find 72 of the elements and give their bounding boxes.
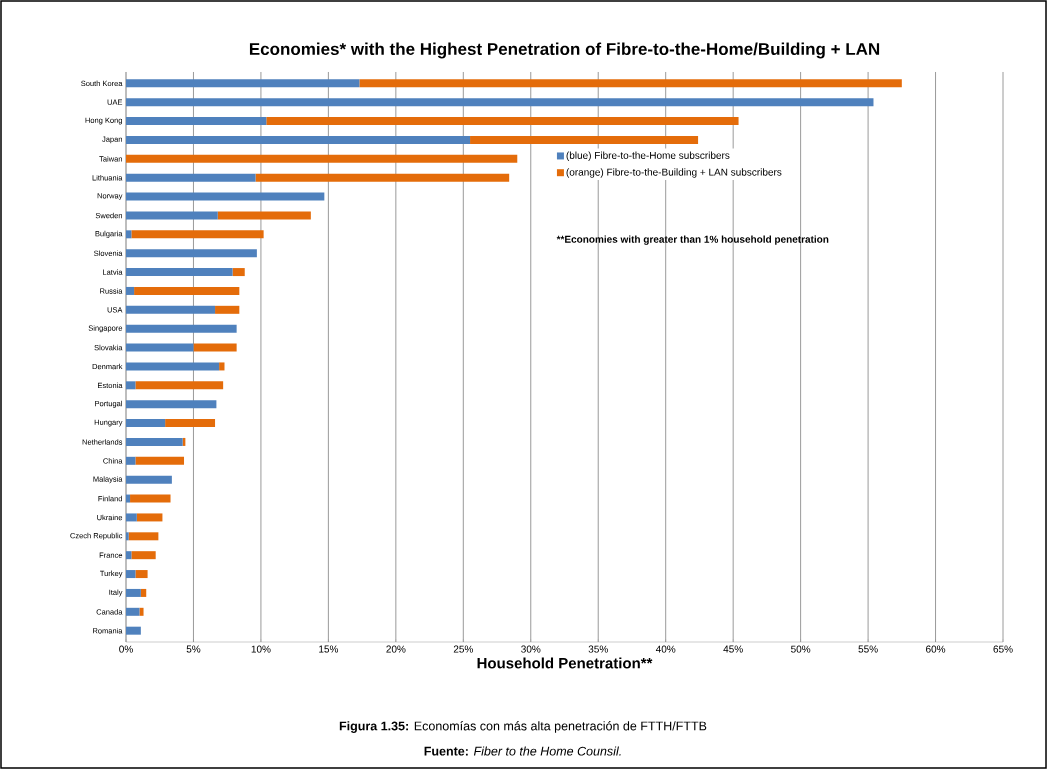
bar xyxy=(126,286,135,295)
chart-title: Economies* with the Highest Penetration of Fibre-to-the-Home/Building + LAN xyxy=(249,42,880,59)
bar xyxy=(126,588,141,597)
bar xyxy=(126,607,140,616)
bar xyxy=(126,532,129,541)
bar xyxy=(126,626,141,635)
bar xyxy=(126,400,217,409)
bar xyxy=(215,305,240,314)
x-tick-label: 40% xyxy=(655,645,676,653)
bar xyxy=(135,381,224,390)
annotation: **Economies with greater than 1% household penetration xyxy=(556,235,829,245)
bar xyxy=(165,419,216,428)
x-tick-label: 10% xyxy=(251,645,271,653)
bar xyxy=(126,570,136,579)
bar xyxy=(140,588,147,597)
x-tick-label: 55% xyxy=(858,645,878,653)
x-axis-title: Household Penetration** xyxy=(477,657,653,669)
bar xyxy=(193,343,237,352)
bar xyxy=(126,211,218,220)
bar xyxy=(126,324,237,333)
bar xyxy=(126,117,267,126)
bar xyxy=(470,135,699,144)
bar xyxy=(126,419,166,428)
bar xyxy=(135,456,185,465)
bar xyxy=(232,268,245,277)
bar xyxy=(134,286,240,295)
bar xyxy=(126,135,471,144)
x-tick-label: 5% xyxy=(186,645,201,653)
bar xyxy=(126,494,131,503)
bar xyxy=(136,513,163,522)
bar xyxy=(126,305,216,314)
x-tick-label: 35% xyxy=(588,645,608,653)
x-tick-label: 20% xyxy=(386,645,406,653)
bar xyxy=(126,98,874,107)
x-tick-label: 30% xyxy=(521,645,541,653)
bar xyxy=(130,494,171,503)
bar xyxy=(126,154,518,163)
bar xyxy=(126,551,132,560)
bar xyxy=(217,211,311,220)
x-tick-label: 50% xyxy=(791,645,811,653)
x-tick-label: 25% xyxy=(453,645,473,653)
x-tick-label: 0% xyxy=(119,645,133,653)
bar xyxy=(128,532,159,541)
bar xyxy=(255,173,510,182)
bar xyxy=(126,79,360,88)
x-tick-label: 15% xyxy=(319,645,339,653)
bar xyxy=(126,475,172,484)
x-tick-label: 65% xyxy=(993,645,1013,653)
bar xyxy=(131,551,156,560)
bar xyxy=(219,362,225,371)
x-tick-label: 60% xyxy=(926,645,946,653)
bar xyxy=(126,343,194,352)
bar xyxy=(126,437,183,446)
bar xyxy=(266,117,739,126)
bar xyxy=(131,230,264,239)
text: Fuente: Fiber to the Home Counsil. xyxy=(424,746,621,756)
bar xyxy=(126,381,136,390)
legend-label: (orange) Fibre-to-the-Building + LAN subscribers xyxy=(566,168,782,178)
legend-label: (blue) Fibre-to-the-Home subscribers xyxy=(566,151,730,161)
bar xyxy=(126,362,220,371)
x-tick-label: 45% xyxy=(723,645,743,653)
bar xyxy=(359,79,902,88)
bar xyxy=(126,268,233,277)
bar xyxy=(126,249,257,258)
text: Figura 1.35: Economías con más alta penetración de FTTH/FTTB xyxy=(339,721,707,733)
bar xyxy=(126,192,325,201)
bar xyxy=(126,230,132,239)
bar xyxy=(135,570,148,579)
bar xyxy=(126,513,137,522)
bar xyxy=(139,607,144,616)
bar xyxy=(126,173,256,182)
bar xyxy=(126,456,136,465)
